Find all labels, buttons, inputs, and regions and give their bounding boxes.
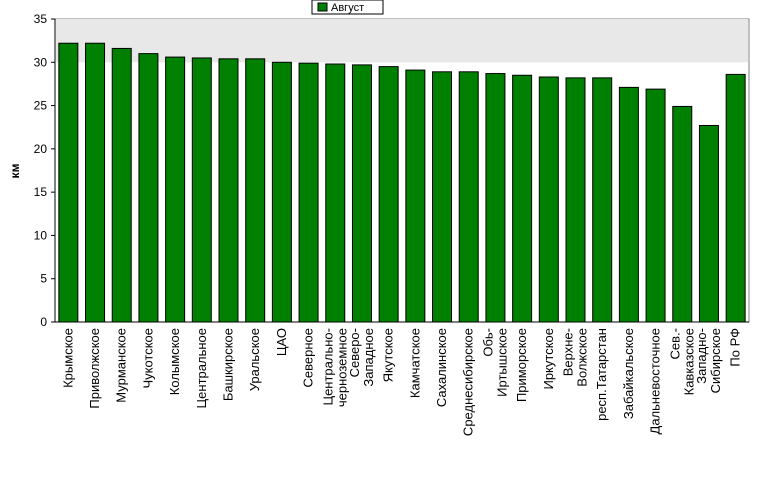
bar (565, 77, 586, 323)
y-tick-label: 5 (40, 272, 47, 286)
bar (458, 71, 479, 323)
bar (672, 105, 693, 323)
x-tick-label: Верхне-Волжское (561, 328, 590, 387)
bar (538, 76, 559, 323)
x-tick-label: Чукотское (140, 328, 155, 389)
x-tick-label: Обь-Иртышское (480, 328, 509, 397)
x-tick-label: Северо-Западное (347, 328, 376, 387)
bar (218, 58, 239, 323)
x-tick-label: Дальневосточное (648, 328, 663, 434)
legend: Август (311, 0, 384, 15)
y-tick-label: 30 (34, 55, 48, 69)
x-tick-label: Забайкальское (621, 328, 636, 419)
bar (512, 74, 533, 323)
bar (351, 64, 372, 323)
x-tick-label: Крымское (60, 328, 75, 388)
bar (298, 62, 319, 323)
x-tick-label: Приморское (514, 328, 529, 402)
y-tick-label: 15 (34, 185, 48, 199)
legend-label: Август (331, 2, 364, 14)
x-tick-label: респ.Татарстан (594, 328, 609, 421)
bar (191, 57, 212, 323)
bar (271, 61, 292, 323)
x-tick-label: Мурманское (114, 328, 129, 403)
bar (645, 88, 666, 323)
x-axis-labels: Крымское Приволжское Мурманское Чукотское Ко… (60, 328, 742, 436)
bar (378, 66, 399, 323)
bar (618, 86, 639, 323)
x-tick-label: Якутское (381, 328, 396, 382)
bars-group (58, 42, 746, 323)
x-tick-label: Камчатское (407, 328, 422, 398)
x-tick-label: Колымское (167, 328, 182, 395)
bar (165, 56, 186, 323)
legend-box (311, 0, 384, 15)
x-tick-label: Северное (301, 328, 316, 387)
y-axis-label: км (8, 163, 22, 178)
bar (85, 42, 106, 323)
bar (592, 77, 613, 323)
x-tick-label: Центральное (194, 328, 209, 408)
x-tick-label: Сахалинское (434, 328, 449, 407)
bar (485, 73, 506, 323)
x-tick-label: Западно-Сибирское (694, 328, 723, 393)
x-tick-label: Иркутское (541, 328, 556, 390)
bar (432, 71, 453, 323)
x-tick-label: Среднесибирское (461, 328, 476, 436)
x-tick-label: Башкирское (221, 328, 236, 401)
bar (325, 63, 346, 323)
x-tick-label: По РФ (728, 328, 743, 367)
bar (698, 124, 719, 323)
x-tick-label: Приволжское (87, 328, 102, 409)
bar (58, 42, 79, 323)
y-tick-label: 0 (40, 315, 47, 329)
x-tick-label: ЦАО (274, 328, 289, 356)
bar (111, 47, 132, 323)
bar (405, 69, 426, 323)
legend-swatch (317, 2, 328, 12)
plot-band (56, 19, 748, 63)
bar (725, 73, 746, 323)
x-tick-label: Уральское (247, 328, 262, 391)
y-tick-label: 20 (34, 142, 48, 156)
x-tick-label: Центрально-черноземное (320, 328, 349, 407)
bar (245, 58, 266, 323)
y-tick-label: 10 (34, 228, 48, 242)
y-tick-label: 35 (34, 12, 48, 26)
plot-area (54, 18, 750, 323)
y-tick-label: 25 (34, 99, 48, 113)
x-tick-label: Сев.-Кавказское (667, 328, 696, 395)
bar (138, 53, 159, 323)
